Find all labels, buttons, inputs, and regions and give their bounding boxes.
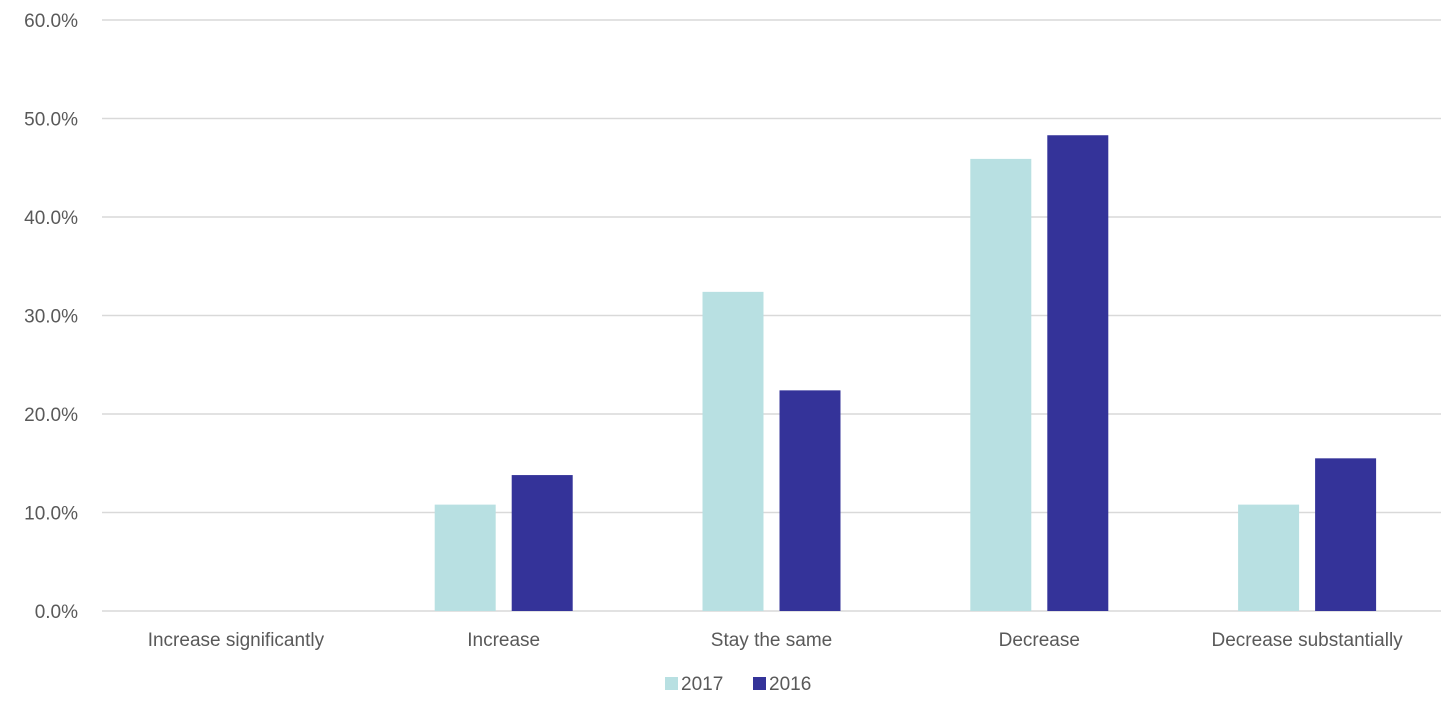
x-axis-categories: Increase significantly Increase Stay the s… — [148, 630, 1403, 651]
y-tick-label: 0.0% — [35, 602, 78, 623]
bars — [434, 135, 1377, 611]
x-category-label: Stay the same — [711, 630, 832, 651]
bar-2017-1 — [434, 504, 496, 611]
bar-2016-1 — [511, 475, 573, 611]
bar-2017-2 — [702, 291, 764, 611]
x-category-label: Decrease — [999, 630, 1080, 651]
y-tick-label: 50.0% — [24, 110, 78, 131]
x-category-label: Decrease substantially — [1212, 630, 1404, 651]
x-category-label: Increase significantly — [148, 630, 325, 651]
y-tick-label: 40.0% — [24, 208, 78, 229]
gridlines — [102, 19, 1441, 612]
legend-label: 2017 — [681, 674, 723, 695]
legend-swatch-2016 — [753, 677, 766, 690]
y-tick-label: 30.0% — [24, 307, 78, 328]
bar-2016-2 — [779, 390, 841, 611]
y-tick-label: 60.0% — [24, 11, 78, 32]
x-category-label: Increase — [467, 630, 540, 651]
y-axis-ticks: 0.0% 10.0% 20.0% 30.0% 40.0% 50.0% 60.0% — [24, 11, 78, 623]
bar-2017-3 — [970, 158, 1032, 611]
legend: 2017 2016 — [665, 674, 811, 695]
bar-2016-4 — [1315, 458, 1377, 611]
legend-label: 2016 — [769, 674, 811, 695]
bar-2017-4 — [1238, 504, 1300, 611]
y-tick-label: 10.0% — [24, 504, 78, 525]
y-tick-label: 20.0% — [24, 405, 78, 426]
legend-swatch-2017 — [665, 677, 678, 690]
bar-2016-3 — [1047, 135, 1109, 611]
